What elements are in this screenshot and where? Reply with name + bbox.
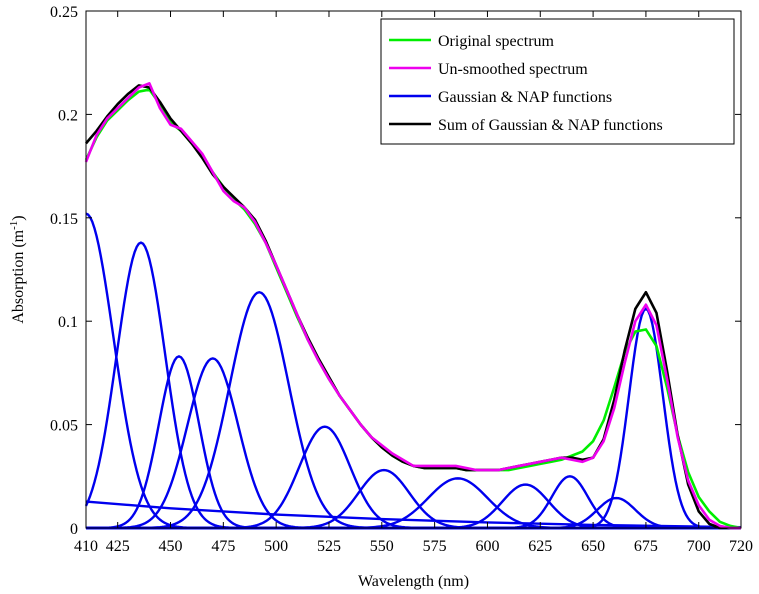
plot-frame [85,10,742,529]
x-tick-label: 700 [687,538,711,555]
gaussian-component-line-12 [86,307,741,530]
y-axis-ticks: 0 0.05 0.1 0.15 0.2 0.25 [50,4,741,538]
x-tick-label: 550 [370,538,394,555]
y-axis-label-close: ) [10,215,27,220]
x-tick-label: 650 [581,538,605,555]
legend-label-gaussian-nap-functions: Gaussian & NAP functions [438,89,612,106]
y-tick-label: 0.15 [50,211,78,228]
x-axis-ticks: 410 425 450 475 500 525 550 575 600 625 650 675 700 7… [74,11,753,555]
legend-label-original-spectrum: Original spectrum [438,33,555,50]
y-tick-label: 0.2 [58,107,78,124]
x-tick-label: 500 [264,538,288,555]
y-axis-label-main: Absorption (m [10,229,27,323]
x-tick-label: 575 [423,538,447,555]
legend-label-un-smoothed-spectrum: Un-smoothed spectrum [438,61,588,78]
legend: Original spectrum Un-smoothed spectrum Gau… [380,18,735,145]
gaussian-component-line-2 [84,241,741,530]
y-tick-label: 0 [70,521,78,538]
legend-box [380,18,735,145]
x-tick-label: 720 [729,538,753,555]
series-line-un-smoothed-spectrum [84,82,741,530]
x-tick-label: 675 [634,538,658,555]
x-tick-label: 525 [317,538,341,555]
y-tick-label: 0.25 [50,4,78,21]
gaussian-component-line-1 [85,212,741,530]
y-axis-label: Absorption (m-1) [8,215,27,323]
x-tick-label: 600 [475,538,499,555]
y-tick-label: 0.1 [58,314,78,331]
x-tick-label: 475 [211,538,235,555]
gaussian-component-line-4 [86,357,741,530]
x-axis-label: Wavelength (nm) [358,573,469,590]
legend-label-sum-of-gaussian-nap-functions: Sum of Gaussian & NAP functions [438,117,663,134]
nap-function-line [85,500,742,529]
plot-lines [84,82,742,530]
y-tick-label: 0.05 [50,418,78,435]
series-line-sum-of-gaussian-nap-functions [85,84,741,530]
x-tick-label: 425 [106,538,130,555]
x-tick-label: 450 [159,538,183,555]
x-tick-label: 410 [74,538,98,555]
gaussian-component-line-5 [86,291,741,530]
x-tick-label: 625 [528,538,552,555]
gaussian-component-line-9 [86,483,741,530]
y-axis-label-sup: -1 [8,221,20,230]
